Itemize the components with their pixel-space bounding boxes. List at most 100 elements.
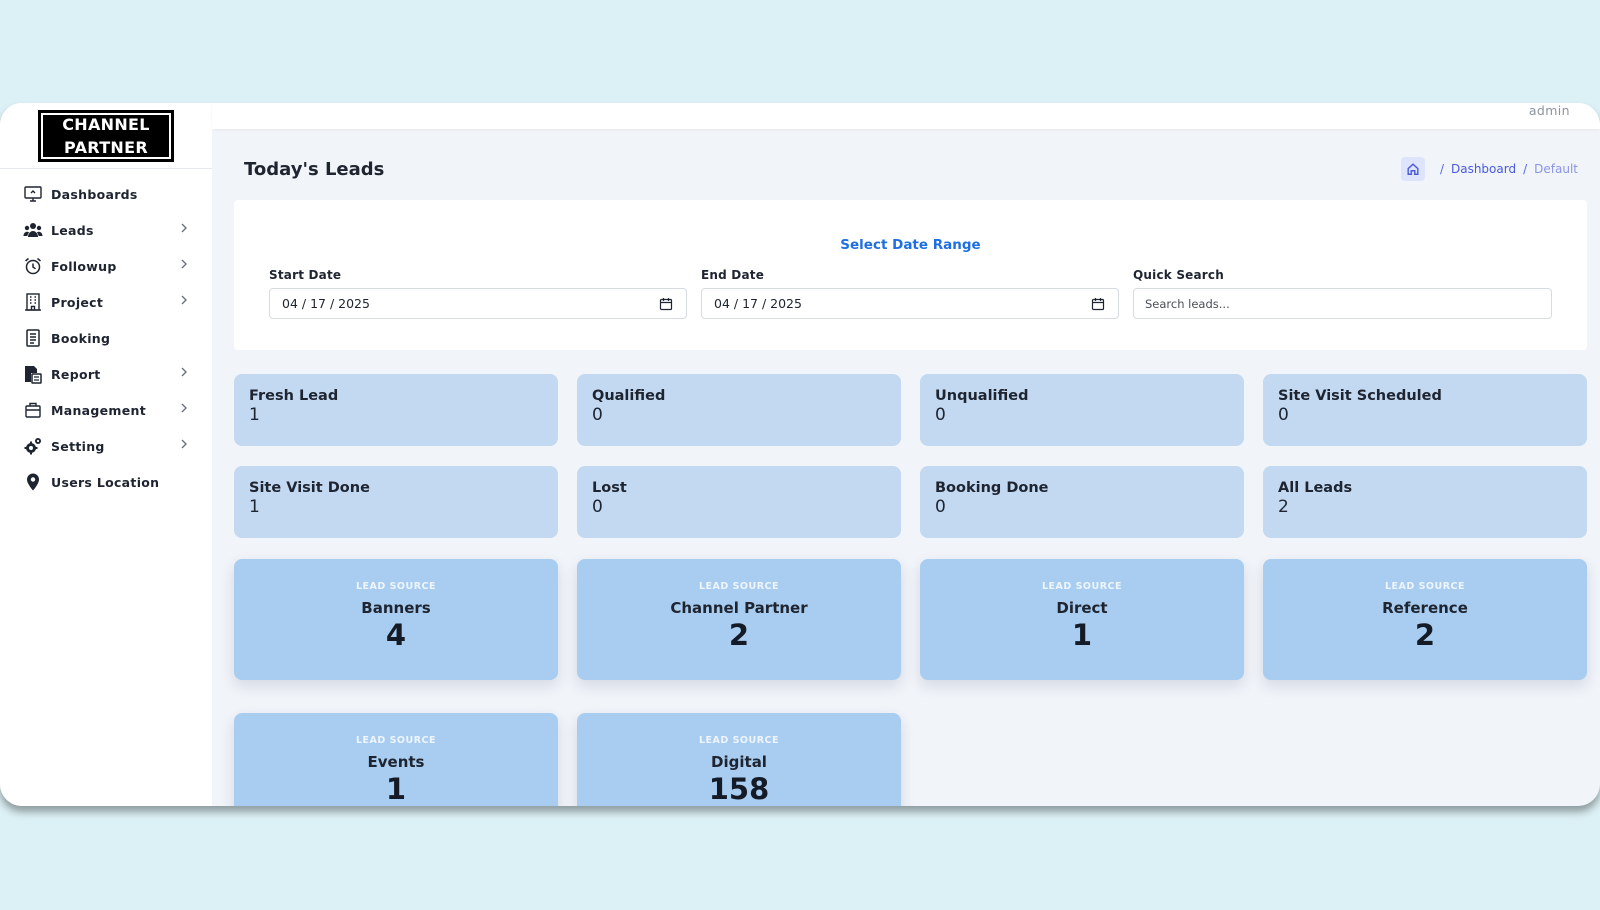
lead-source-name: Events [367, 753, 425, 771]
sidebar-item-report[interactable]: Report [0, 356, 212, 392]
sidebar-item-setting[interactable]: Setting [0, 428, 212, 464]
start-date-label: Start Date [269, 268, 342, 282]
stat-card-all-leads[interactable]: All Leads 2 [1263, 466, 1587, 538]
gears-icon [22, 435, 44, 457]
users-group-icon [22, 219, 44, 241]
user-menu[interactable]: admin [1528, 103, 1570, 118]
stat-value: 2 [1278, 497, 1289, 517]
lead-source-count: 1 [1071, 618, 1093, 652]
chevron-right-icon [181, 259, 187, 269]
lead-source-caption: LEAD SOURCE [1042, 581, 1122, 592]
sidebar-item-label: Report [51, 366, 101, 382]
stat-value: 0 [1278, 405, 1289, 425]
end-date-input[interactable]: 04 / 17 / 2025 [701, 288, 1119, 319]
end-date-label: End Date [701, 268, 765, 282]
stat-label: All Leads [1278, 480, 1353, 496]
lead-source-count: 158 [708, 772, 770, 806]
lead-source-card-reference[interactable]: LEAD SOURCE Reference 2 [1263, 559, 1587, 680]
stat-card-booking-done[interactable]: Booking Done 0 [920, 466, 1244, 538]
channel-partner-logo[interactable]: CHANNEL PARTNER [38, 109, 174, 162]
lead-source-card-events[interactable]: LEAD SOURCE Events 1 [234, 713, 558, 806]
stat-value: 0 [935, 497, 946, 517]
start-date-value: 04 / 17 / 2025 [282, 296, 370, 311]
lead-source-card-banners[interactable]: LEAD SOURCE Banners 4 [234, 559, 558, 680]
quick-search-input[interactable] [1133, 288, 1552, 319]
lead-source-count: 2 [728, 618, 750, 652]
breadcrumb-current: Default [1534, 162, 1578, 176]
sidebar-item-management[interactable]: Management [0, 392, 212, 428]
calendar-icon[interactable] [1091, 297, 1105, 311]
end-date-value: 04 / 17 / 2025 [714, 296, 802, 311]
sidebar-item-label: Setting [51, 438, 105, 454]
lead-source-caption: LEAD SOURCE [356, 735, 436, 746]
report-icon [22, 363, 44, 385]
stat-label: Site Visit Done [249, 480, 370, 496]
map-pin-icon [22, 471, 44, 493]
stat-card-site-visit-scheduled[interactable]: Site Visit Scheduled 0 [1263, 374, 1587, 446]
end-date-field: End Date 04 / 17 / 2025 [701, 268, 1119, 319]
lead-source-name: Reference [1382, 599, 1468, 617]
stat-value: 0 [935, 405, 946, 425]
calendar-icon[interactable] [659, 297, 673, 311]
filter-heading: Select Date Range [840, 237, 981, 253]
breadcrumb-separator: / [1523, 162, 1528, 176]
start-date-input[interactable]: 04 / 17 / 2025 [269, 288, 687, 319]
sidebar-item-users-location[interactable]: Users Location [0, 464, 212, 500]
stat-value: 0 [592, 497, 603, 517]
sidebar-item-leads[interactable]: Leads [0, 212, 212, 248]
sidebar-nav: Dashboards Leads Followup Pro [0, 169, 212, 500]
lead-source-caption: LEAD SOURCE [699, 581, 779, 592]
sidebar-item-booking[interactable]: Booking [0, 320, 212, 356]
lead-source-caption: LEAD SOURCE [699, 735, 779, 746]
chevron-right-icon [181, 367, 187, 377]
monitor-icon [22, 183, 44, 205]
stat-card-unqualified[interactable]: Unqualified 0 [920, 374, 1244, 446]
start-date-field: Start Date 04 / 17 / 2025 [269, 268, 687, 319]
lead-source-count: 1 [385, 772, 407, 806]
sidebar-item-label: Followup [51, 258, 117, 274]
stat-card-site-visit-done[interactable]: Site Visit Done 1 [234, 466, 558, 538]
logo-area: CHANNEL PARTNER [0, 103, 212, 169]
stat-card-qualified[interactable]: Qualified 0 [577, 374, 901, 446]
stat-label: Lost [592, 480, 627, 496]
stat-card-lost[interactable]: Lost 0 [577, 466, 901, 538]
breadcrumb-separator: / [1439, 162, 1444, 176]
sidebar-item-label: Users Location [51, 474, 160, 490]
chevron-right-icon [181, 295, 187, 305]
sidebar: CHANNEL PARTNER Dashboards Leads Fo [0, 103, 212, 806]
chevron-right-icon [181, 223, 187, 233]
lead-source-name: Digital [711, 753, 767, 771]
app-window: CHANNEL PARTNER Dashboards Leads Fo [0, 103, 1600, 806]
lead-source-card-channel-partner[interactable]: LEAD SOURCE Channel Partner 2 [577, 559, 901, 680]
quick-search-label: Quick Search [1133, 268, 1224, 282]
lead-source-card-direct[interactable]: LEAD SOURCE Direct 1 [920, 559, 1244, 680]
lead-source-count: 2 [1414, 618, 1436, 652]
stat-card-fresh-lead[interactable]: Fresh Lead 1 [234, 374, 558, 446]
stat-label: Site Visit Scheduled [1278, 388, 1442, 404]
sidebar-item-label: Dashboards [51, 186, 138, 202]
building-icon [22, 291, 44, 313]
lead-source-caption: LEAD SOURCE [1385, 581, 1465, 592]
breadcrumb-dashboard-link[interactable]: Dashboard [1450, 162, 1517, 176]
stat-label: Booking Done [935, 480, 1049, 496]
lead-source-card-digital[interactable]: LEAD SOURCE Digital 158 [577, 713, 901, 806]
sidebar-item-dashboards[interactable]: Dashboards [0, 176, 212, 212]
stat-label: Qualified [592, 388, 666, 404]
stat-value: 1 [249, 405, 260, 425]
sidebar-item-project[interactable]: Project [0, 284, 212, 320]
top-bar: admin [212, 103, 1600, 129]
lead-source-count: 4 [385, 618, 407, 652]
date-range-filter-card: Select Date Range Start Date 04 / 17 / 2… [234, 200, 1587, 350]
stat-label: Fresh Lead [249, 388, 339, 404]
chevron-right-icon [181, 403, 187, 413]
home-button[interactable] [1400, 157, 1425, 181]
page-title: Today's Leads [244, 159, 385, 180]
sidebar-item-label: Management [51, 402, 147, 418]
sidebar-item-followup[interactable]: Followup [0, 248, 212, 284]
stat-label: Unqualified [935, 388, 1029, 404]
sidebar-item-label: Leads [51, 222, 94, 238]
document-icon [22, 327, 44, 349]
sidebar-item-label: Project [51, 294, 104, 310]
stat-value: 0 [592, 405, 603, 425]
quick-search-field: Quick Search [1133, 268, 1552, 319]
